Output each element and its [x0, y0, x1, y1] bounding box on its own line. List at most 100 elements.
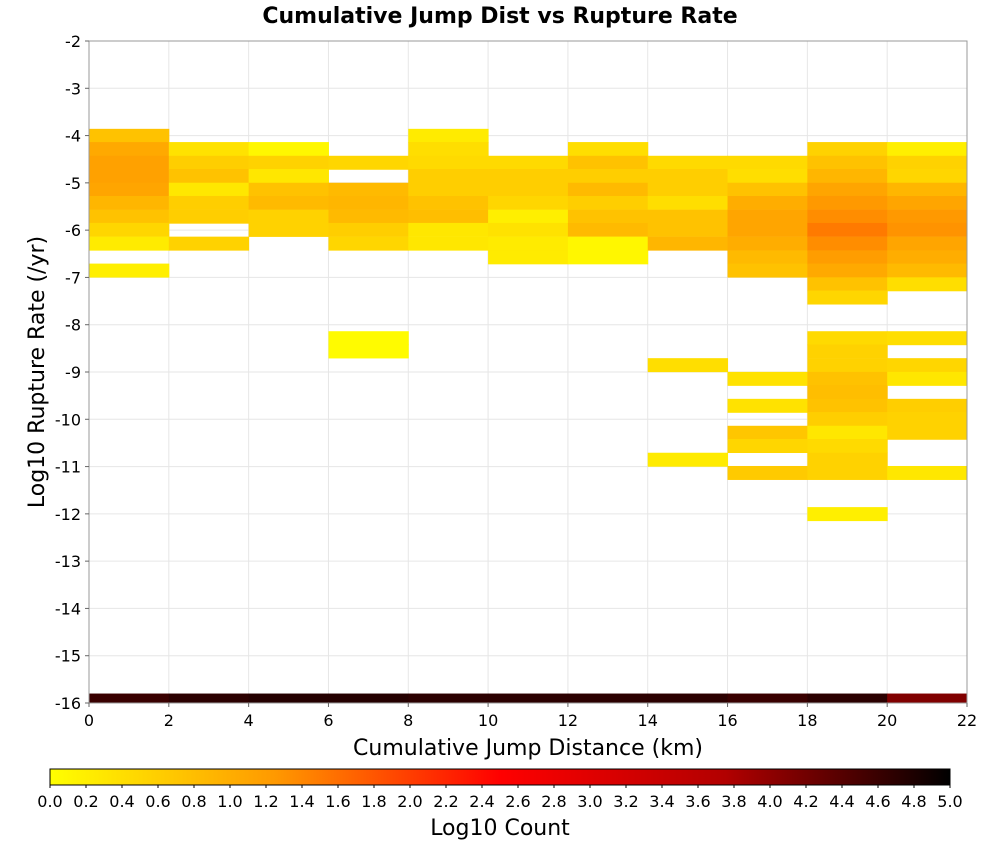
colorbar-tick-label-5: 1.0 — [217, 792, 242, 811]
colorbar-tick-label-4: 0.8 — [181, 792, 206, 811]
heatmap-cell-78 — [727, 425, 808, 440]
heatmap-cell-121 — [887, 425, 968, 440]
heatmap-cell-20 — [248, 182, 329, 197]
heatmap-cell-58 — [647, 155, 729, 170]
heatmap-cell-40 — [408, 236, 489, 251]
heatmap-cell-112 — [887, 236, 968, 251]
heatmap-cell-61 — [647, 195, 729, 210]
heatmap-cell-99 — [807, 412, 888, 427]
bottom-band-cell-5 — [488, 693, 569, 703]
y-tick-label-1: -3 — [65, 79, 81, 98]
heatmap-cell-72 — [727, 222, 808, 237]
bottom-band-cell-2 — [248, 693, 329, 703]
y-tick-label-12: -14 — [55, 599, 81, 618]
heatmap-cells — [89, 128, 968, 703]
heatmap-cell-36 — [408, 182, 489, 197]
heatmap-cell-57 — [567, 250, 649, 265]
y-tick-label-3: -5 — [65, 174, 81, 193]
heatmap-cell-14 — [168, 195, 250, 210]
heatmap-cell-80 — [727, 465, 808, 480]
heatmap-cell-18 — [248, 155, 329, 170]
heatmap-cell-101 — [807, 439, 888, 454]
x-tick-label-9: 18 — [797, 711, 817, 730]
heatmap-cell-19 — [248, 169, 329, 184]
colorbar-tick-label-7: 1.4 — [289, 792, 314, 811]
heatmap-cell-30 — [328, 331, 409, 346]
heatmap-cell-113 — [887, 250, 968, 265]
y-tick-label-6: -8 — [65, 316, 81, 335]
bottom-band-cell-7 — [647, 693, 729, 703]
colorbar-tick-label-22: 4.4 — [829, 792, 854, 811]
heatmap-cell-120 — [887, 412, 968, 427]
heatmap-cell-96 — [807, 371, 888, 386]
heatmap-cell-68 — [727, 169, 808, 184]
heatmap-cell-100 — [807, 425, 888, 440]
heatmap-cell-34 — [408, 155, 489, 170]
heatmap-cell-13 — [168, 182, 250, 197]
heatmap-cell-33 — [408, 142, 489, 157]
heatmap-cell-56 — [567, 236, 649, 251]
colorbar-tick-label-14: 2.8 — [541, 792, 566, 811]
heatmap-cell-44 — [488, 195, 569, 210]
heatmap-cell-74 — [727, 250, 808, 265]
heatmap-cell-108 — [887, 182, 968, 197]
heatmap-cell-38 — [408, 209, 489, 224]
heatmap-cell-2 — [89, 155, 170, 170]
heatmap-cell-119 — [887, 398, 968, 413]
heatmap-cell-95 — [807, 358, 888, 373]
bottom-band-cell-8 — [727, 693, 808, 703]
bottom-band-cell-10 — [887, 693, 968, 703]
heatmap-cell-105 — [887, 142, 968, 157]
heatmap-cell-87 — [807, 222, 888, 237]
heatmap-cell-66 — [647, 452, 729, 467]
y-tick-label-7: -9 — [65, 363, 81, 382]
heatmap-cell-49 — [567, 142, 649, 157]
colorbar-tick-label-9: 1.8 — [361, 792, 386, 811]
heatmap-cell-9 — [89, 263, 170, 278]
x-tick-label-8: 16 — [717, 711, 737, 730]
y-tick-label-14: -16 — [55, 694, 81, 713]
bottom-band-cell-9 — [807, 693, 888, 703]
heatmap-cell-92 — [807, 290, 888, 305]
heatmap-cell-0 — [89, 128, 170, 143]
bottom-band-cell-3 — [328, 693, 409, 703]
colorbar-label: Log10 Count — [430, 816, 570, 841]
colorbar-tick-label-11: 2.2 — [433, 792, 458, 811]
colorbar-tick-label-13: 2.6 — [505, 792, 530, 811]
heatmap-cell-106 — [887, 155, 968, 170]
colorbar-tick-label-19: 3.8 — [721, 792, 746, 811]
heatmap-cell-111 — [887, 222, 968, 237]
y-tick-label-0: -2 — [65, 32, 81, 51]
colorbar-tick-label-1: 0.2 — [73, 792, 98, 811]
heatmap-cell-103 — [807, 465, 888, 480]
heatmap-cell-91 — [807, 277, 888, 292]
colorbar-ticks: 0.0 0.2 0.4 0.6 0.8 1.0 1.2 1.4 1.6 1.8 2.0 2.2 2.4 2… — [37, 785, 963, 811]
heatmap-cell-76 — [727, 371, 808, 386]
heatmap-cell-21 — [248, 195, 329, 210]
heatmap-cell-41 — [488, 155, 569, 170]
y-tick-label-10: -12 — [55, 505, 81, 524]
heatmap-cell-5 — [89, 195, 170, 210]
heatmap-cell-23 — [248, 222, 329, 237]
heatmap-cell-28 — [328, 222, 409, 237]
heatmap-cell-17 — [248, 142, 329, 157]
heatmap-cell-93 — [807, 331, 888, 346]
y-tick-label-13: -15 — [55, 647, 81, 666]
x-tick-label-10: 20 — [877, 711, 897, 730]
y-tick-label-5: -7 — [65, 268, 81, 287]
colorbar-tick-label-2: 0.4 — [109, 792, 134, 811]
heatmap-cell-50 — [567, 155, 649, 170]
heatmap-cell-118 — [887, 371, 968, 386]
x-axis-label: Cumulative Jump Distance (km) — [353, 736, 703, 761]
heatmap-cell-29 — [328, 236, 409, 251]
heatmap-cell-11 — [168, 155, 250, 170]
heatmap-cell-90 — [807, 263, 888, 278]
x-tick-label-0: 0 — [84, 711, 94, 730]
heatmap-cell-79 — [727, 439, 808, 454]
heatmap-cell-122 — [887, 465, 968, 480]
heatmap-cell-55 — [567, 222, 649, 237]
chart-title: Cumulative Jump Dist vs Rupture Rate — [262, 4, 737, 29]
heatmap-cell-83 — [807, 169, 888, 184]
heatmap-cell-43 — [488, 182, 569, 197]
x-tick-label-3: 6 — [323, 711, 333, 730]
